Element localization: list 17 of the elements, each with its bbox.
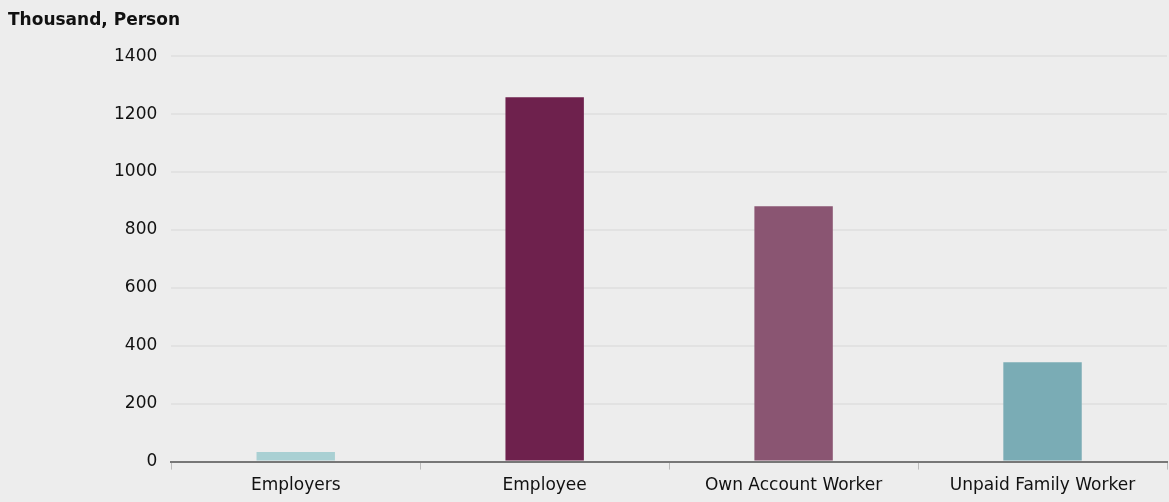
y-tick-label: 1200 (114, 102, 158, 123)
y-tick-label: 200 (124, 392, 158, 413)
bar (754, 206, 833, 461)
y-tick-label: 600 (124, 276, 158, 297)
x-tick-label: Unpaid Family Worker (949, 474, 1136, 495)
bar (505, 97, 584, 461)
bar (256, 452, 335, 461)
y-tick-label: 800 (124, 218, 158, 239)
x-tick-label: Employers (250, 474, 341, 495)
y-tick-label: 1400 (114, 44, 158, 65)
y-tick-label: 1000 (114, 160, 158, 181)
x-tick-label: Own Account Worker (704, 474, 883, 495)
y-axis-title: Thousand, Person (8, 9, 180, 29)
bar (1003, 362, 1082, 461)
y-tick-label: 400 (124, 334, 158, 355)
y-tick-label: 0 (146, 450, 158, 471)
x-tick-label: Employee (502, 474, 587, 495)
